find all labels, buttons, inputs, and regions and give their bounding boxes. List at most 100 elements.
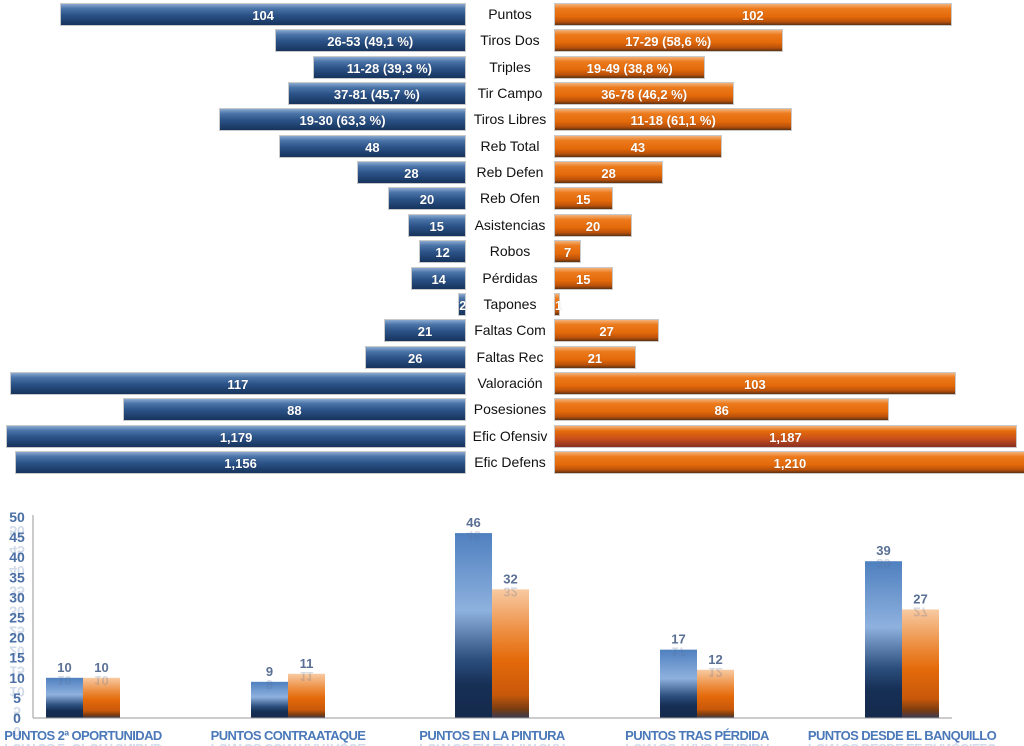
team-a-bar: 20 [388,187,466,211]
stat-row: 19-30 (63,3 %) Tiros Libres 11-18 (61,1 %) [0,108,1024,132]
stat-row: 1,179 Efic Ofensiv 1,187 [0,424,1024,448]
team-b-bar: 103 [554,371,956,395]
value-label-reflection: 27 [913,604,927,619]
y-tick-label: 0 [13,710,21,726]
team-b-bar: 20 [554,213,632,237]
team-a-bar [865,561,902,718]
y-tick-label: 50 [9,509,25,525]
category-label: PUNTOS TRAS PÉRDIDA [625,728,770,743]
team-b-bar [492,589,529,718]
stat-label: Tiros Dos [480,32,540,49]
value-label: 32 [503,571,517,586]
team-b-bar: 27 [554,319,660,343]
team-b-bar [288,673,325,718]
stat-row: 37-81 (45,7 %) Tir Campo 36-78 (46,2 %) [0,82,1024,106]
value-label-reflection: 9 [266,677,273,692]
y-tick-label: 40 [9,549,25,565]
stat-label: Reb Ofen [480,190,540,207]
y-tick-label: 10 [9,670,25,686]
value-label-reflection: 10 [94,673,108,688]
stat-row: 48 Reb Total 43 [0,134,1024,158]
stat-label: Reb Total [480,137,540,154]
value-label: 27 [913,591,927,606]
stat-row: 26 Faltas Rec 21 [0,345,1024,369]
stat-row: 14 Pérdidas 15 [0,266,1024,290]
stat-row: 15 Asistencias 20 [0,213,1024,237]
stat-row: 1,156 Efic Defens 1,210 [0,450,1024,474]
team-b-bar: 15 [554,187,613,211]
category-label-reflection: PUNTOS EN LA PINTURA [419,741,566,746]
category-label: PUNTOS CONTRAATAQUE [211,728,367,743]
stat-row: 2 Tapones 1 [0,292,1024,316]
stat-label: Faltas Rec [476,348,544,365]
stat-label: Puntos [488,6,532,22]
team-b-bar: 17-29 (58,6 %) [554,29,783,53]
value-label-reflection: 39 [876,556,890,571]
y-tick-reflection: 50 [9,523,25,539]
value-label: 46 [466,515,480,530]
y-tick-reflection: 15 [9,664,25,680]
category-label: PUNTOS EN LA PINTURA [419,728,566,743]
category-label: PUNTOS 2ª OPORTUNIDAD [4,728,162,743]
team-a-bar: 48 [278,134,466,158]
value-label: 9 [266,664,273,679]
stat-row: 11-28 (39,3 %) Triples 19-49 (38,8 %) [0,55,1024,79]
y-tick-label: 30 [9,589,25,605]
team-b-bar: 43 [554,134,722,158]
value-label-reflection: 32 [503,584,517,599]
value-label: 12 [708,652,722,667]
value-label: 10 [57,660,71,675]
value-label-reflection: 46 [466,528,480,543]
y-tick-label: 20 [9,630,25,646]
team-b-bar [83,677,120,718]
team-a-bar: 12 [419,240,466,264]
y-tick-reflection: 30 [9,603,25,619]
y-tick-label: 35 [9,569,25,585]
stat-row: 12 Robos 7 [0,240,1024,264]
value-label-reflection: 10 [57,673,71,688]
stat-label: Tapones [483,295,537,312]
y-tick-label: 5 [13,690,21,706]
team-a-bar [251,681,288,718]
stat-row: 88 Posesiones 86 [0,398,1024,422]
team-a-bar: 21 [384,319,466,343]
category-label-reflection: PUNTOS DESDE EL BANQUILLO [808,741,997,746]
team-b-bar: 1 [554,292,562,316]
stat-label: Robos [489,243,531,260]
team-a-bar: 26 [364,345,466,369]
y-tick-reflection: 5 [13,704,21,720]
team-a-bar: 15 [407,213,466,237]
y-tick-reflection: 40 [9,563,25,579]
y-tick-reflection: 45 [9,543,25,559]
stat-label: Tiros Libres [473,111,547,128]
stat-row: 20 Reb Ofen 15 [0,187,1024,211]
stat-label: Efic Ofensiv [472,427,548,444]
value-label: 10 [94,660,108,675]
points-breakdown-svg: 0055101015152020252530303535404045455050… [4,509,997,746]
stats-comparison-chart: 104 Puntos 102 26-53 (49,1 %) Tiros Dos 17-29… [0,3,1024,474]
y-tick-reflection: 10 [9,684,25,700]
team-a-bar: 2 [458,292,466,316]
stat-row: 26-53 (49,1 %) Tiros Dos 17-29 (58,6 %) [0,29,1024,53]
team-a-bar: 11-28 (39,3 %) [312,55,466,79]
team-b-bar: 1,210 [554,450,1024,474]
y-tick-label: 15 [9,650,25,666]
stat-row: 117 Valoración 103 [0,371,1024,395]
stat-label: Faltas Com [474,322,546,339]
team-b-bar: 28 [554,161,664,185]
stat-label: Valoración [477,374,543,391]
value-label: 11 [300,656,314,671]
value-label-reflection: 11 [300,669,314,684]
team-a-bar: 88 [122,398,466,422]
value-label: 39 [876,543,890,558]
category-label: PUNTOS DESDE EL BANQUILLO [808,728,997,743]
stat-row: 104 Puntos 102 [0,3,1024,26]
team-a-bar [455,533,492,718]
stat-row: 28 Reb Defen 28 [0,161,1024,185]
team-a-bar: 14 [411,266,466,290]
team-b-bar: 1,187 [554,424,1017,448]
team-b-bar [697,669,734,718]
team-b-bar: 86 [554,398,890,422]
